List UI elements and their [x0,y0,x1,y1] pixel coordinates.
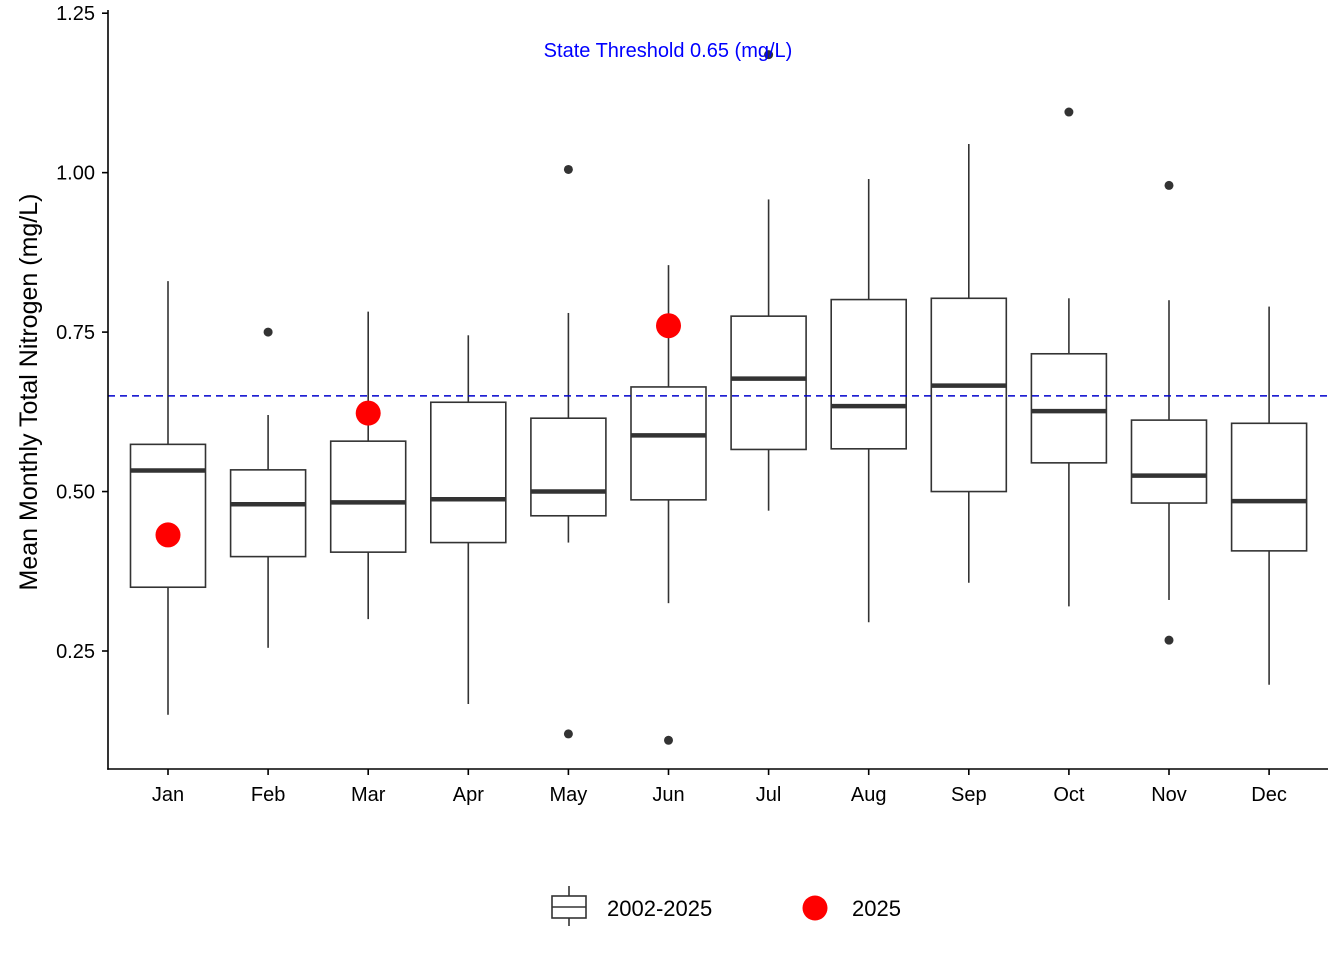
threshold-layer: State Threshold 0.65 (mg/L) [108,40,1328,397]
box-jul [730,50,807,511]
x-tick-label: Apr [453,784,484,806]
x-tick-label: Jul [756,784,782,806]
legend-label-point: 2025 [852,896,901,921]
box-apr [429,335,507,704]
box-body [730,315,807,451]
x-tick-label: Mar [351,784,386,806]
box-body [1230,422,1308,552]
box-feb [229,327,307,648]
box-body [429,401,507,544]
outlier-point [1064,107,1074,117]
outlier-point [1164,635,1174,645]
box-jan [129,281,207,715]
x-tick-label: Jun [652,784,684,806]
legend-item-box: 2002-2025 [551,886,712,926]
outlier-point [1164,180,1174,190]
box-dec [1230,306,1308,685]
box-body [1130,419,1208,504]
x-tick-label: Sep [951,784,987,806]
box-mar [329,311,407,620]
box-may [530,164,607,739]
x-tick-label: Oct [1053,784,1085,806]
y-axis-label: Mean Monthly Total Nitrogen (mg/L) [15,194,43,591]
x-tick-label: Dec [1251,784,1287,806]
y-tick-label: 1.00 [56,163,95,185]
legend: 2002-2025 2025 [551,886,901,926]
box-body [229,469,307,558]
box-body [630,386,707,501]
y-tick-label: 1.25 [56,3,95,25]
axes-layer: 0.25 0.50 0.75 1.00 1.25 Jan Feb Mar Apr May Jun Ju… [56,3,1328,806]
box-body [930,297,1008,493]
outlier-point [764,50,774,60]
outlier-point [563,164,573,174]
outlier-point [563,729,573,739]
box-body [1030,352,1108,464]
labels-layer: Mean Monthly Total Nitrogen (mg/L) [15,194,43,591]
box-body [329,440,407,553]
box-aug [830,179,908,623]
box-jun [630,265,707,745]
box-body [830,298,908,450]
y-tick-label: 0.75 [56,322,95,344]
point-2025-jun [656,313,681,339]
x-tick-label: Feb [251,784,285,806]
box-body [129,443,207,589]
legend-item-point: 2025 [802,895,901,921]
outlier-point [664,735,673,745]
point-2025-jan [155,522,181,548]
x-tick-label: Nov [1151,784,1187,806]
boxes-layer [129,50,1308,745]
x-tick-label: May [550,784,588,806]
points-layer [155,313,681,548]
point-2025-mar [355,400,381,426]
legend-point-icon [802,895,828,921]
y-tick-label: 0.50 [56,482,95,504]
x-tick-label: Jan [152,784,184,806]
x-tick-label: Aug [851,784,887,806]
outlier-point [263,327,273,337]
box-oct [1030,107,1108,607]
box-sep [930,143,1008,583]
box-body [530,417,607,517]
legend-label-box: 2002-2025 [607,896,712,921]
box-nov [1130,180,1208,645]
threshold-label: State Threshold 0.65 (mg/L) [544,40,793,62]
y-tick-label: 0.25 [56,641,95,663]
